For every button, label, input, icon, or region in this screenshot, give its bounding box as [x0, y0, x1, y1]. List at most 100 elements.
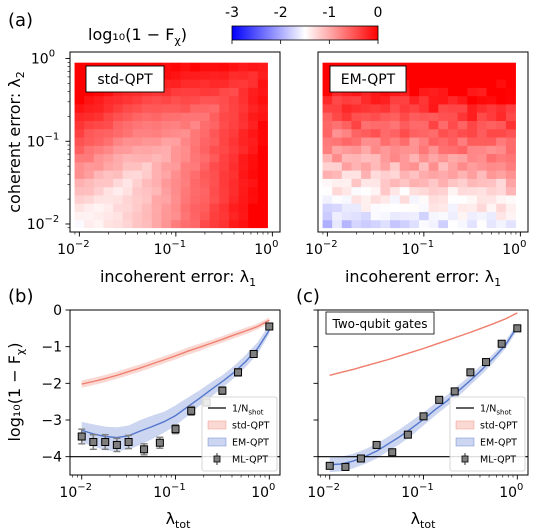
tick-base: 10 [305, 242, 323, 258]
heatmap-cell [209, 79, 220, 88]
heatmap-cell [142, 195, 153, 204]
heatmap-cell [190, 79, 201, 88]
heatmap-cell [486, 137, 497, 146]
heatmap-cell [74, 145, 85, 155]
heatmap-cell [351, 219, 362, 229]
heatmap-cell [161, 79, 172, 88]
heatmap-cell [399, 95, 410, 105]
ml-qpt-point [89, 438, 98, 446]
heatmap-cell [370, 219, 381, 229]
heatmap-cell [171, 70, 182, 80]
heatmap-cell [361, 161, 372, 171]
heatmap-cell [219, 95, 230, 105]
heatmap-cell [113, 186, 124, 196]
tick-base: 10 [402, 242, 420, 258]
panel-label-c: (c) [296, 286, 320, 307]
heatmap-cell [113, 145, 124, 155]
heatmap-cell [467, 120, 478, 130]
heatmap-cell [113, 104, 124, 113]
x-tick-label: 10−1 [402, 239, 435, 258]
tick-exponent: −1 [45, 131, 60, 142]
heatmap-cell [428, 195, 439, 204]
heatmap-cell [505, 70, 516, 80]
heatmap-cell [505, 137, 516, 146]
heatmap-cell [199, 211, 211, 221]
heatmap-cell [219, 137, 230, 146]
heatmap-cell [370, 170, 381, 179]
heatmap-cell [219, 203, 230, 212]
heatmap-cell [122, 153, 133, 163]
heatmap-cell [332, 161, 343, 171]
heatmap-cell [496, 137, 507, 146]
heatmap-cell [505, 161, 516, 171]
heatmap-cell [199, 112, 211, 121]
heatmap-cell [428, 186, 439, 196]
heatmap-cell [428, 95, 439, 105]
heatmap-cell [409, 145, 420, 155]
heatmap-cell [219, 112, 230, 121]
heatmap-cell [180, 161, 191, 171]
heatmap-cell [84, 195, 95, 204]
heatmap-cell [171, 112, 182, 121]
heatmap-cell [199, 170, 211, 179]
heatmap-cell [341, 211, 352, 221]
band-std-qpt [81, 317, 270, 388]
heatmap-cell [180, 178, 191, 188]
ml-qpt-point [388, 448, 397, 457]
heatmap-cell [151, 120, 162, 130]
heatmap-cell [228, 104, 239, 113]
heatmap-cell [132, 95, 143, 105]
heatmap-cell [476, 104, 487, 113]
heatmap-cell [209, 186, 220, 196]
heatmap-cell [84, 153, 95, 163]
heatmap-cell [419, 211, 430, 221]
heatmap-cell [248, 128, 259, 138]
heatmap-cell [238, 211, 249, 221]
heatmap-cell [257, 178, 268, 188]
heatmap-std-title: std-QPT [97, 72, 153, 88]
heatmap-cell [476, 195, 487, 204]
heatmap-cell [209, 203, 220, 212]
heatmap-cell [409, 79, 420, 88]
heatmap-cell [161, 62, 172, 72]
heatmap-cell [238, 104, 249, 113]
y-tick-label: 10−2 [27, 214, 60, 233]
heatmap-cell [228, 137, 239, 146]
heatmap-cell [496, 161, 507, 171]
heatmap-cell [238, 87, 249, 97]
heatmap-cell [322, 112, 333, 121]
heatmap-cell [142, 211, 153, 221]
heatmap-cell [419, 170, 430, 179]
y-tick-label: −4 [41, 450, 62, 466]
heatmap-cell [457, 87, 468, 97]
heatmap-cell [438, 120, 449, 130]
heatmap-cell [486, 186, 497, 196]
heatmap-cell [132, 112, 143, 121]
heatmap-cell [132, 186, 143, 196]
ml-qpt-point [249, 350, 258, 358]
heatmap-cell [132, 137, 143, 146]
heatmap-cell [103, 153, 114, 163]
heatmap-cell [113, 219, 124, 229]
heatmap-cell [93, 219, 104, 229]
heatmap-cell [390, 153, 401, 163]
ml-qpt-point [403, 430, 412, 439]
heatmap-cell [438, 87, 449, 97]
heatmap-cell [438, 195, 449, 204]
heatmap-cell [390, 178, 401, 188]
heatmap-cell [180, 70, 191, 80]
heatmap-cell [171, 186, 182, 196]
heatmap-cell [84, 128, 95, 138]
heatmap-cell [84, 112, 95, 121]
heatmap-cell [361, 203, 372, 212]
line-panel-c: 10−2 10−1 100 Two-qubit gates 1/Nshotstd-Q… [307, 309, 529, 531]
heatmap-cell [322, 128, 333, 138]
heatmap-cell [419, 161, 430, 171]
heatmap-cell [476, 79, 487, 88]
heatmap-cell [151, 112, 162, 121]
panel-b-ylabel: log₁₀(1 − Fχ) [5, 342, 27, 441]
heatmap-cell [419, 145, 430, 155]
heatmap-cell [209, 211, 220, 221]
heatmap-cell [380, 104, 391, 113]
heatmap-cell [351, 95, 362, 105]
